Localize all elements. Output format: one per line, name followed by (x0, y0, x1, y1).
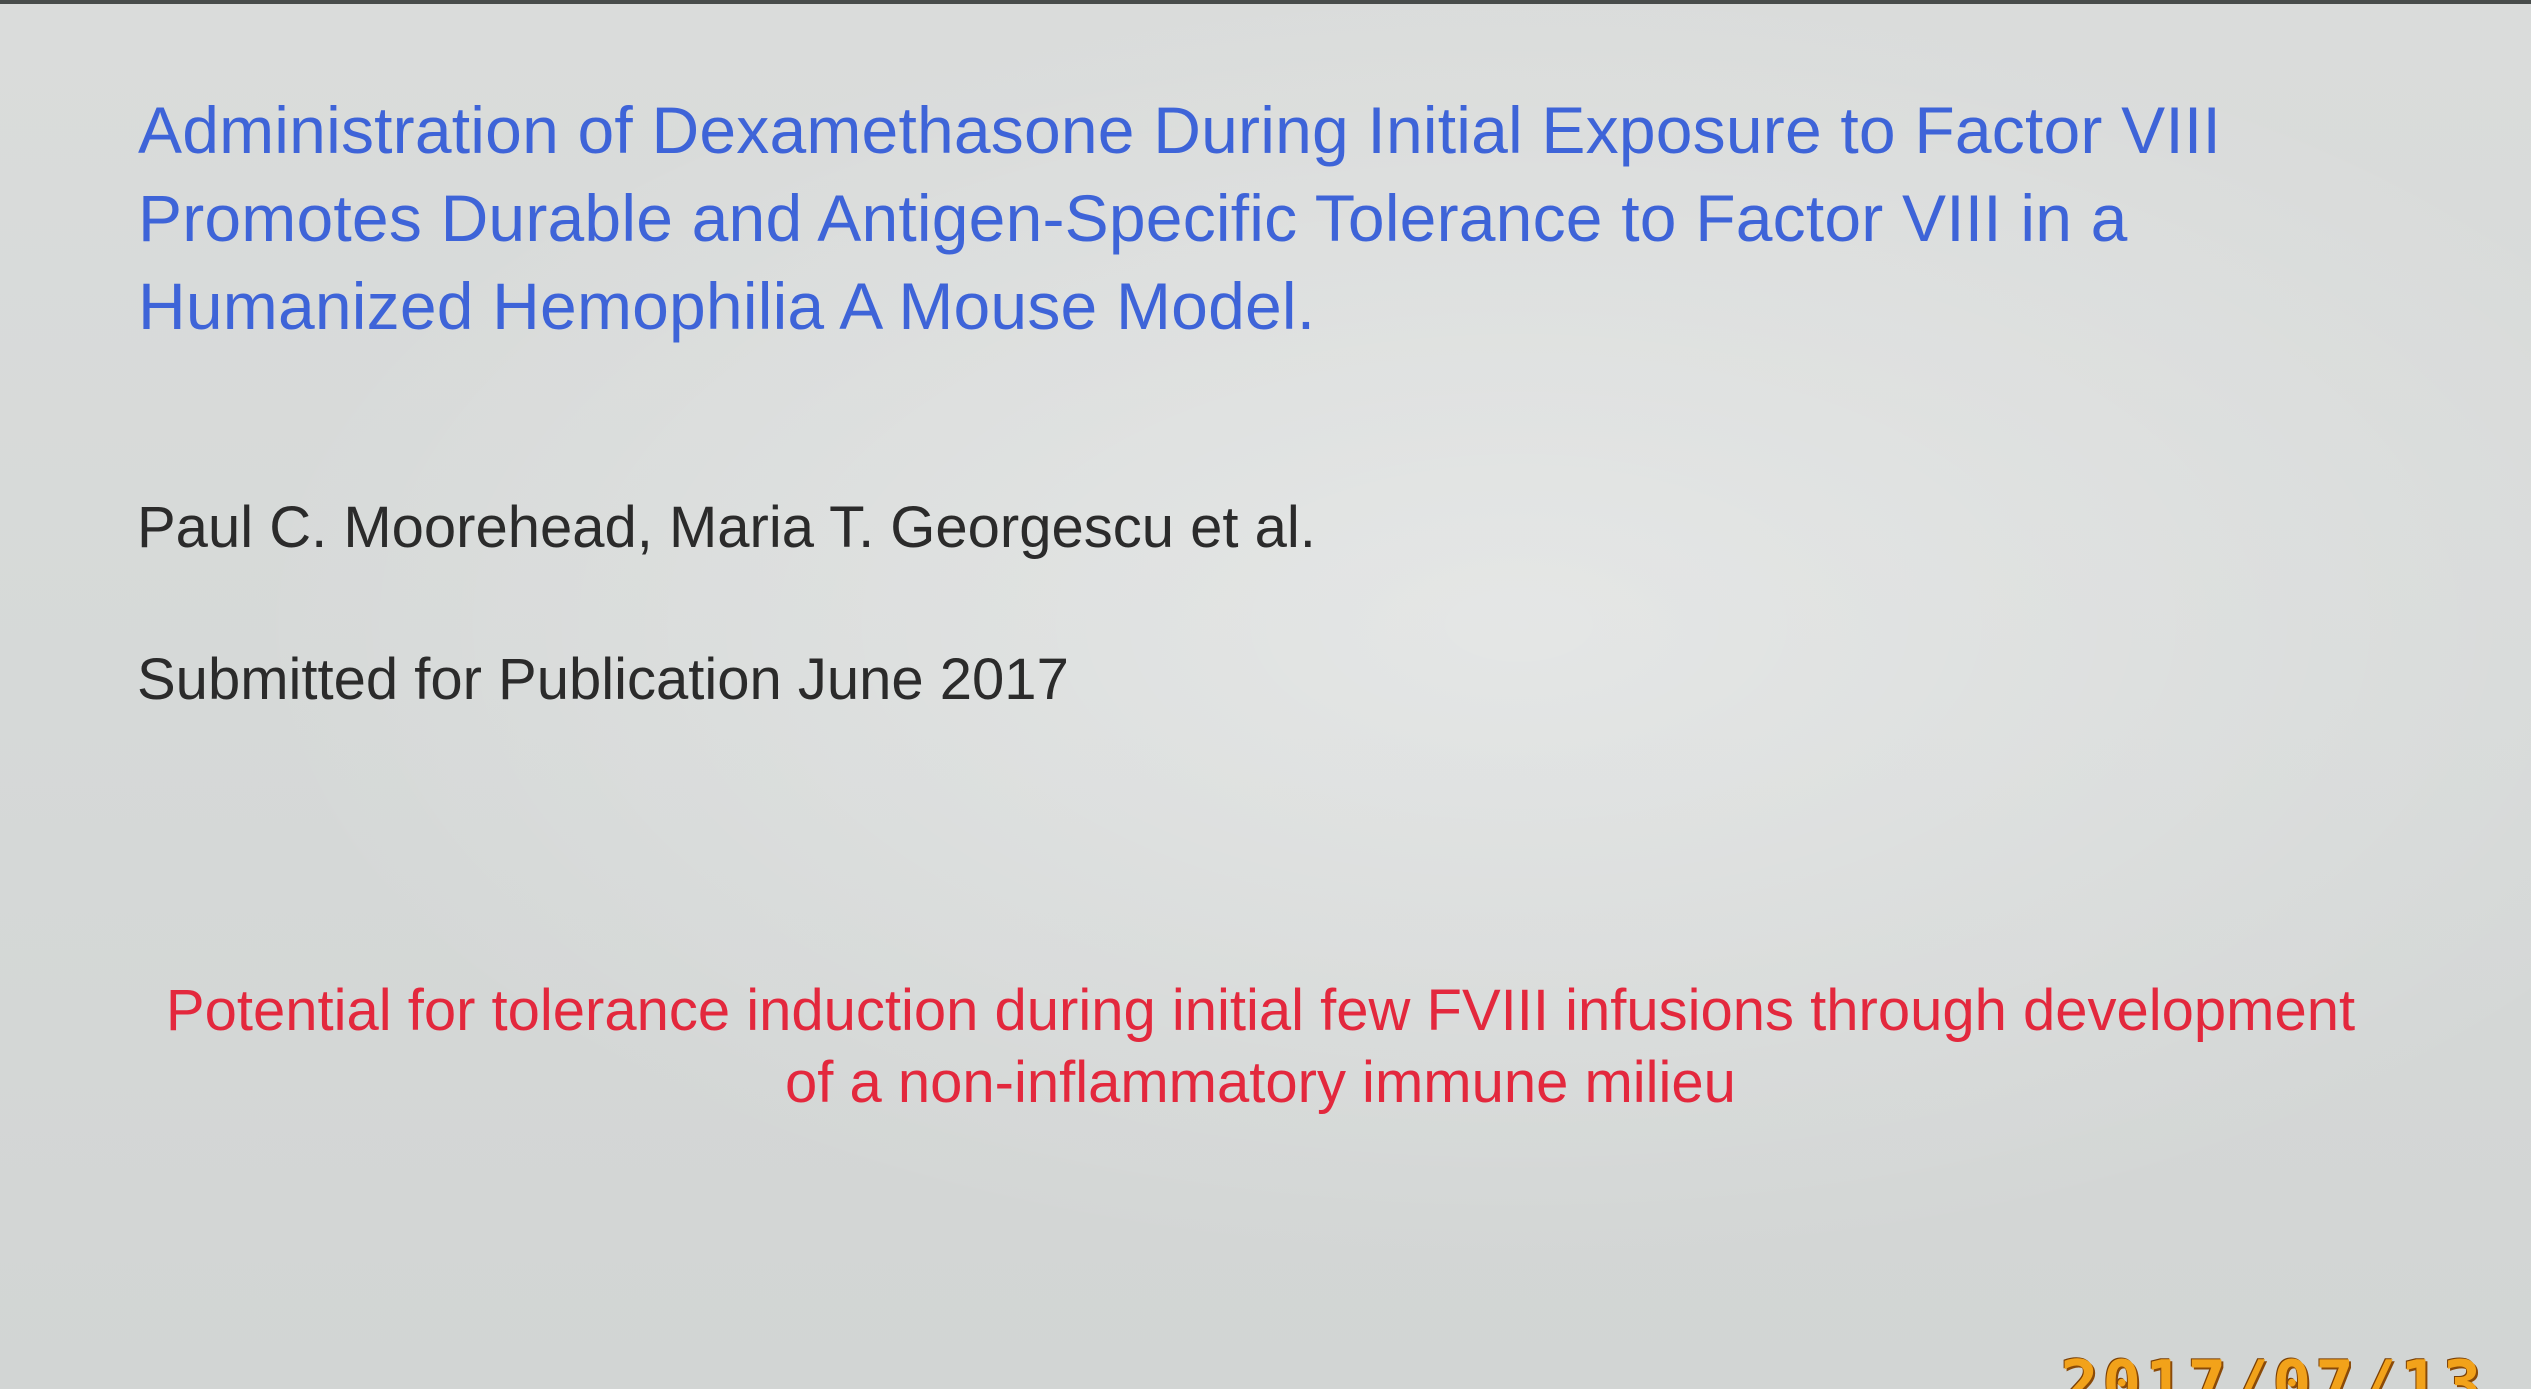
authors-line: Paul C. Moorehead, Maria T. Georgescu et… (137, 495, 1316, 560)
publication-status: Submitted for Publication June 2017 (137, 647, 1069, 712)
key-finding-line-2: of a non-inflammatory immune milieu (785, 1050, 1736, 1115)
key-finding: Potential for tolerance induction during… (20, 975, 2501, 1119)
screen-top-edge (0, 0, 2531, 4)
camera-date-stamp: 2017/07/13 (2060, 1348, 2486, 1389)
key-finding-line-1: Potential for tolerance induction during… (165, 978, 2356, 1043)
slide-title: Administration of Dexamethasone During I… (138, 93, 2221, 343)
